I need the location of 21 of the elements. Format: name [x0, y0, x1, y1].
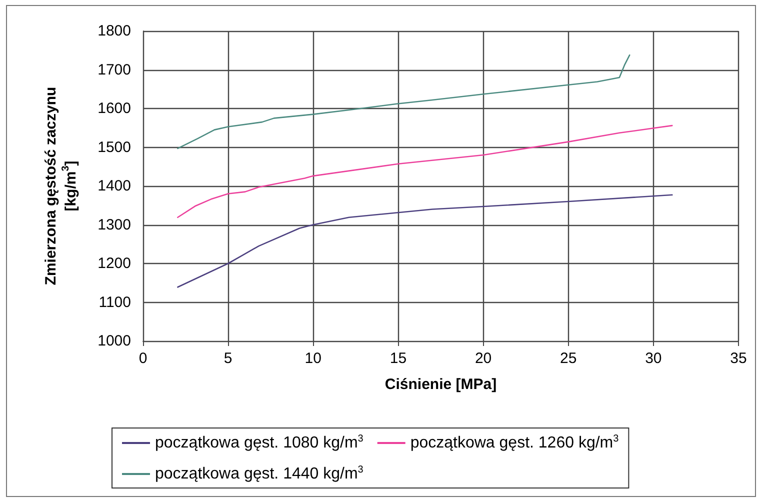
- y-tick-label: 1700: [98, 61, 131, 78]
- y-tick-label: 1300: [98, 216, 131, 234]
- y-tick-label: 1500: [98, 138, 131, 156]
- y-tick-label: 1800: [98, 22, 131, 40]
- y-tick-label: 1100: [98, 294, 131, 311]
- x-tick-label: 20: [474, 350, 492, 367]
- x-tick-label: 15: [390, 350, 407, 367]
- x-tick-label: 5: [224, 350, 232, 367]
- x-tick-label: 10: [304, 350, 322, 367]
- x-tick-label: 30: [645, 350, 662, 367]
- y-tick-label: 1400: [98, 178, 131, 194]
- y-tick-label: 1000: [98, 332, 131, 350]
- y-tick-label: 1600: [98, 100, 131, 117]
- line-series: [177, 54, 630, 150]
- y-tick-label: 1200: [98, 255, 131, 272]
- line-series: [177, 194, 673, 288]
- x-tick-label: 0: [138, 350, 148, 367]
- line-series: [177, 124, 673, 218]
- x-tick-label: 35: [730, 350, 747, 367]
- x-axis-title: Ciśnienie [MPa]: [384, 376, 497, 393]
- x-tick-label: 25: [560, 350, 577, 367]
